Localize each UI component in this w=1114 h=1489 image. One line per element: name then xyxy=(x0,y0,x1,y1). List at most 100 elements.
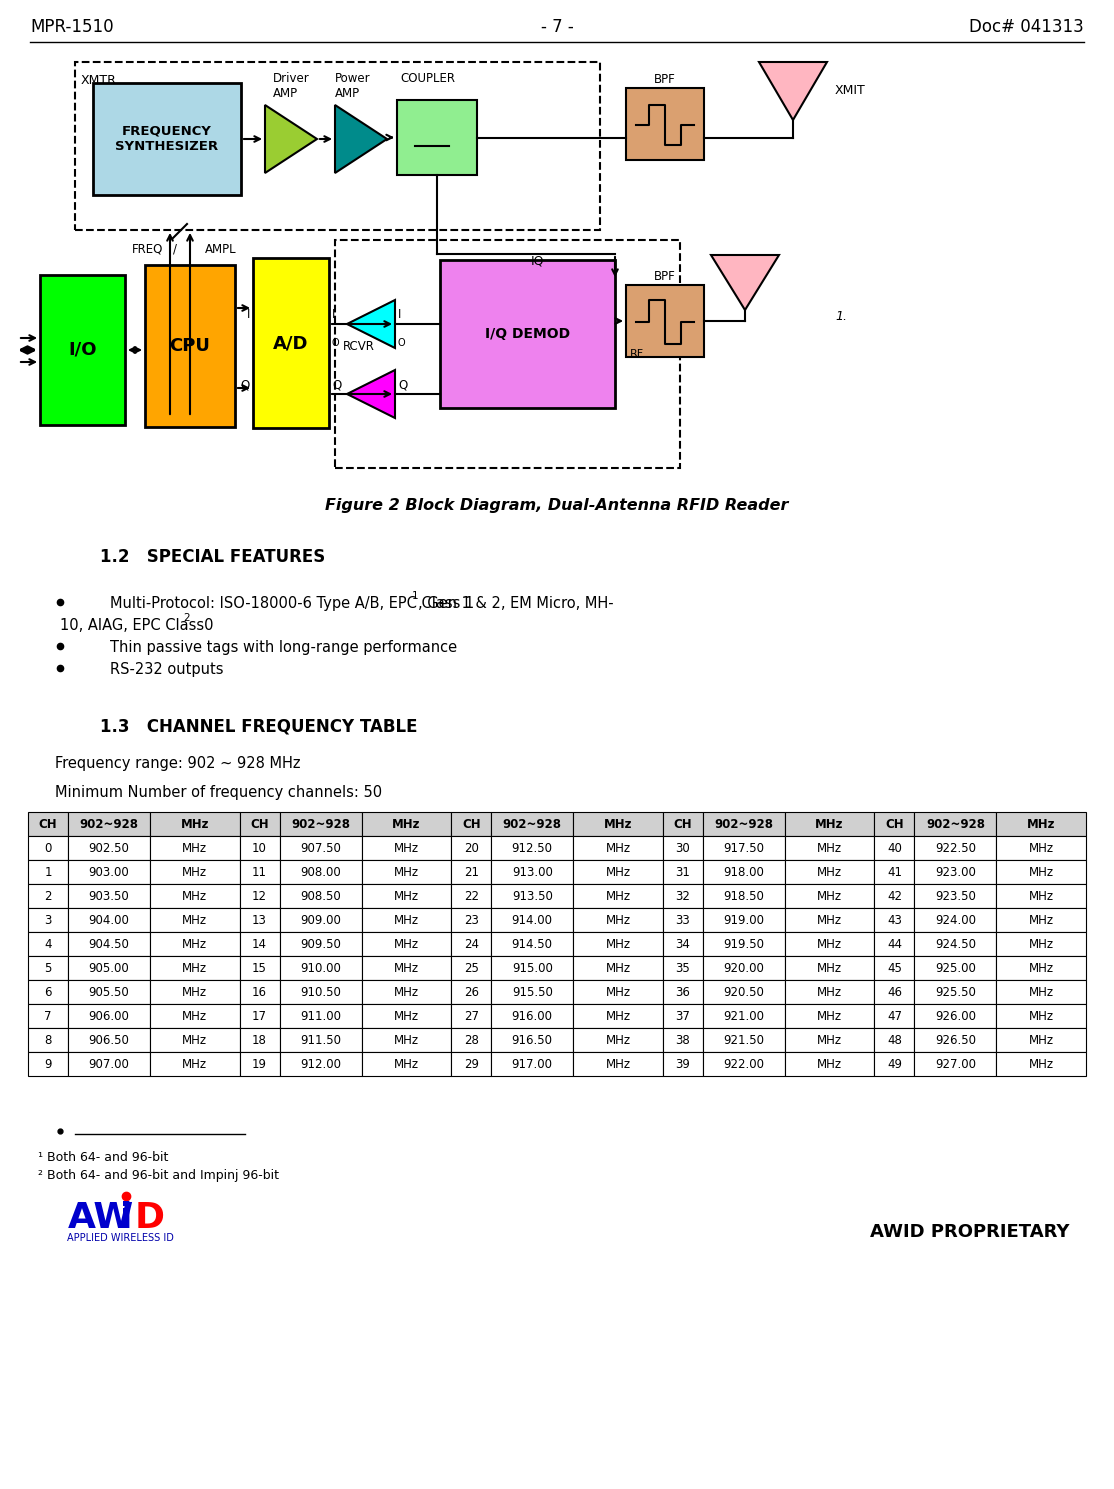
Text: 911.50: 911.50 xyxy=(300,1033,341,1047)
Text: CH: CH xyxy=(462,817,480,831)
Text: 922.50: 922.50 xyxy=(935,841,976,855)
Bar xyxy=(574,908,663,932)
Bar xyxy=(240,1004,280,1027)
Bar xyxy=(150,884,240,908)
Text: MHz: MHz xyxy=(605,1033,631,1047)
Text: 926.00: 926.00 xyxy=(935,1010,976,1023)
Text: MPR-1510: MPR-1510 xyxy=(30,18,114,36)
Text: 1: 1 xyxy=(411,591,418,602)
Text: MHz: MHz xyxy=(394,1010,419,1023)
Bar xyxy=(663,1053,703,1077)
Text: 920.50: 920.50 xyxy=(723,986,764,999)
Text: 919.00: 919.00 xyxy=(723,913,764,926)
Text: 908.50: 908.50 xyxy=(301,889,341,902)
Text: 36: 36 xyxy=(675,986,691,999)
Bar xyxy=(28,932,68,956)
Text: ² Both 64- and 96-bit and Impinj 96-bit: ² Both 64- and 96-bit and Impinj 96-bit xyxy=(38,1169,278,1182)
Text: 915.00: 915.00 xyxy=(511,962,553,974)
Bar xyxy=(663,1004,703,1027)
Bar xyxy=(915,1004,996,1027)
Bar xyxy=(240,908,280,932)
Bar xyxy=(68,1053,150,1077)
Text: RS-232 outputs: RS-232 outputs xyxy=(110,663,224,677)
Text: 31: 31 xyxy=(675,865,691,879)
Text: 903.00: 903.00 xyxy=(89,865,129,879)
Text: 15: 15 xyxy=(252,962,267,974)
Text: 2: 2 xyxy=(183,613,189,622)
Bar xyxy=(28,980,68,1004)
Text: Figure 2 Block Diagram, Dual-Antenna RFID Reader: Figure 2 Block Diagram, Dual-Antenna RFI… xyxy=(325,497,789,514)
Bar xyxy=(280,861,362,884)
Bar xyxy=(280,956,362,980)
Text: 14: 14 xyxy=(252,938,267,950)
Text: CH: CH xyxy=(251,817,268,831)
Polygon shape xyxy=(335,106,387,173)
Bar xyxy=(996,884,1086,908)
Bar xyxy=(663,932,703,956)
Bar xyxy=(335,240,680,468)
Text: - 7 -: - 7 - xyxy=(540,18,574,36)
Text: AMPL: AMPL xyxy=(205,243,236,256)
Text: 1.3   CHANNEL FREQUENCY TABLE: 1.3 CHANNEL FREQUENCY TABLE xyxy=(100,718,418,736)
Text: D: D xyxy=(135,1202,165,1234)
Text: 6: 6 xyxy=(45,986,51,999)
Bar xyxy=(491,1053,574,1077)
Text: MHz: MHz xyxy=(817,1033,842,1047)
Bar xyxy=(362,908,451,932)
Text: 907.00: 907.00 xyxy=(88,1057,129,1071)
Text: Thin passive tags with long-range performance: Thin passive tags with long-range perfor… xyxy=(110,640,457,655)
Text: MHz: MHz xyxy=(394,865,419,879)
Bar xyxy=(28,884,68,908)
Bar xyxy=(784,908,874,932)
Text: 922.00: 922.00 xyxy=(723,1057,764,1071)
Bar xyxy=(280,932,362,956)
Bar xyxy=(240,812,280,835)
Bar xyxy=(451,884,491,908)
Text: APPLIED WIRELESS ID: APPLIED WIRELESS ID xyxy=(67,1233,174,1243)
Bar xyxy=(874,884,915,908)
Text: 43: 43 xyxy=(887,913,902,926)
Text: 1.: 1. xyxy=(836,310,847,323)
Text: I/Q DEMOD: I/Q DEMOD xyxy=(485,328,570,341)
Bar xyxy=(996,980,1086,1004)
Text: MHz: MHz xyxy=(817,889,842,902)
Text: MHz: MHz xyxy=(1027,817,1055,831)
Text: 924.50: 924.50 xyxy=(935,938,976,950)
Bar xyxy=(874,1027,915,1053)
Text: 925.00: 925.00 xyxy=(935,962,976,974)
Text: 911.00: 911.00 xyxy=(300,1010,341,1023)
Bar xyxy=(451,932,491,956)
Text: i: i xyxy=(120,1202,133,1234)
Bar xyxy=(240,980,280,1004)
Bar xyxy=(574,1004,663,1027)
Bar xyxy=(451,812,491,835)
Text: 12: 12 xyxy=(252,889,267,902)
Bar xyxy=(663,812,703,835)
Text: AW: AW xyxy=(68,1202,135,1234)
Bar xyxy=(451,861,491,884)
Bar xyxy=(915,861,996,884)
Text: MHz: MHz xyxy=(1028,841,1054,855)
Text: 37: 37 xyxy=(675,1010,691,1023)
Bar xyxy=(280,980,362,1004)
Bar xyxy=(28,835,68,861)
Bar xyxy=(280,1004,362,1027)
Bar xyxy=(703,1004,784,1027)
Bar xyxy=(451,1027,491,1053)
Bar xyxy=(996,1053,1086,1077)
Polygon shape xyxy=(759,63,827,121)
Bar xyxy=(28,861,68,884)
Text: 902~928: 902~928 xyxy=(79,817,138,831)
Bar xyxy=(784,861,874,884)
Text: 44: 44 xyxy=(887,938,902,950)
Bar xyxy=(663,956,703,980)
Text: 33: 33 xyxy=(675,913,691,926)
Text: 26: 26 xyxy=(463,986,479,999)
Text: 3: 3 xyxy=(45,913,51,926)
Bar xyxy=(362,932,451,956)
Bar xyxy=(362,1004,451,1027)
Bar xyxy=(240,835,280,861)
Text: MHz: MHz xyxy=(183,962,207,974)
Bar xyxy=(874,1053,915,1077)
Text: 35: 35 xyxy=(675,962,691,974)
